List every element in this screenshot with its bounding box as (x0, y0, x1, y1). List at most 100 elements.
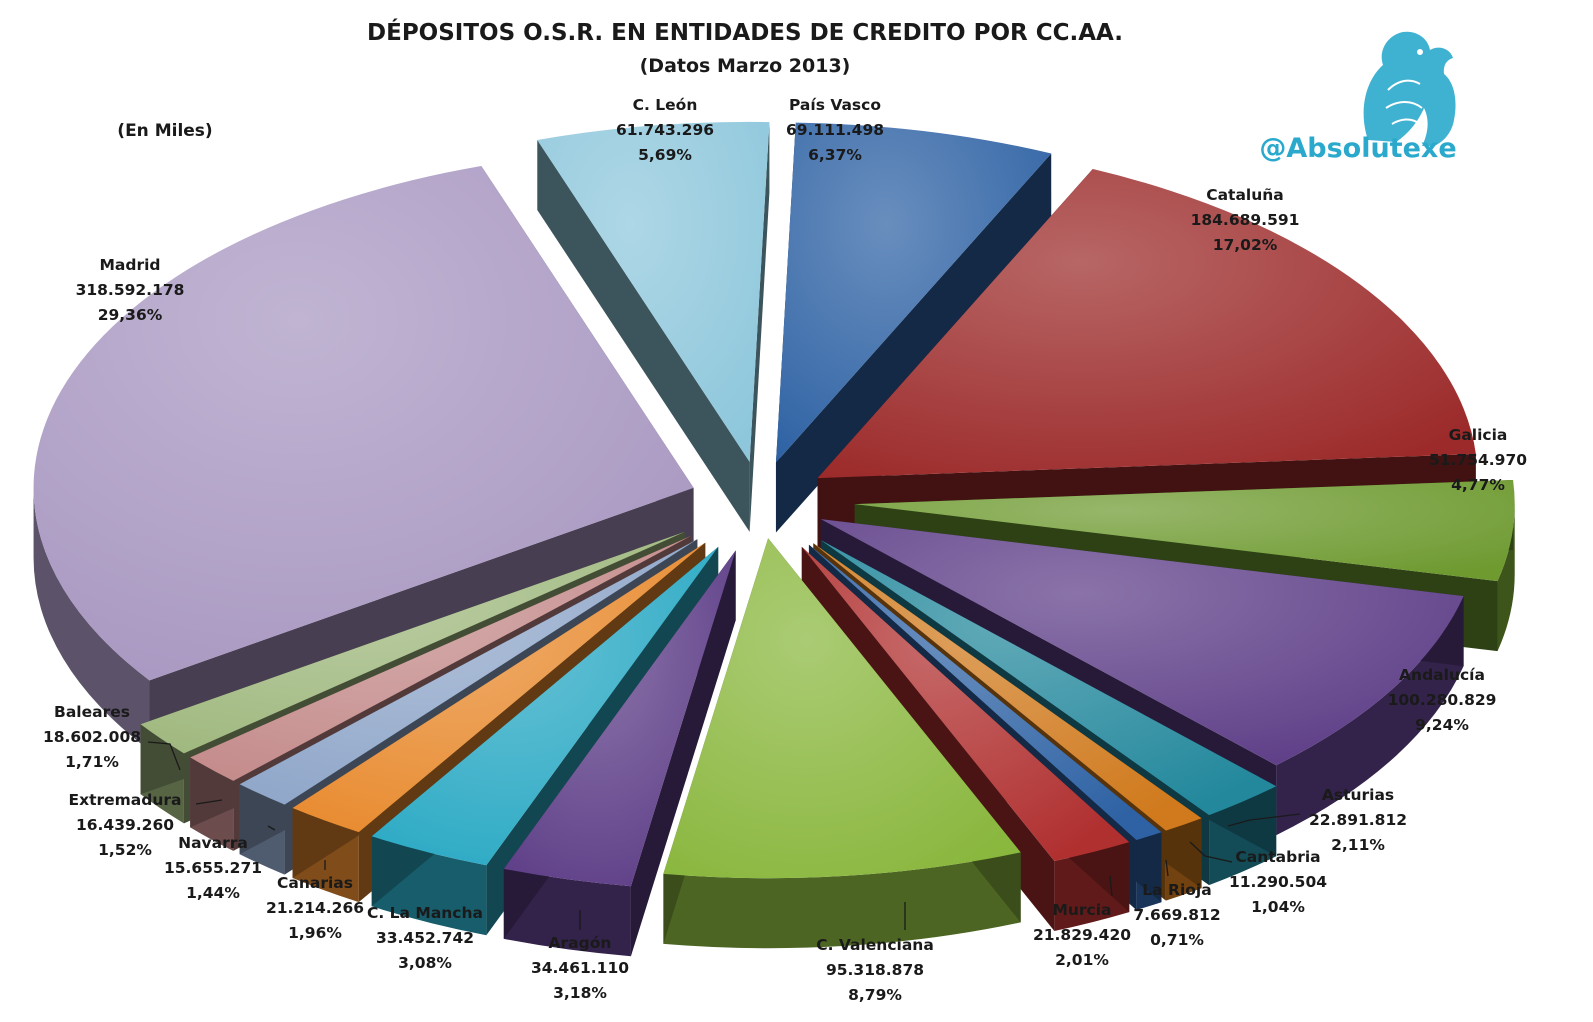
label-value: 318.592.178 (76, 281, 185, 299)
label-name: Extremadura (69, 791, 182, 809)
slice-c-leon (537, 121, 770, 532)
leader-extremadura (195, 799, 223, 805)
leader-murcia (1109, 875, 1113, 897)
slice-aragon (503, 550, 736, 957)
label-pct: 4,77% (1451, 476, 1505, 494)
label-name: Aragón (549, 934, 612, 952)
label-pct: 9,24% (1415, 716, 1469, 734)
label-asturias: Asturias 22.891.812 2,11% (1309, 786, 1407, 854)
slice-highlight (537, 121, 770, 462)
slice-side (663, 852, 1021, 949)
label-murcia: Murcia 21.829.420 2,01% (1033, 901, 1131, 969)
label-name: Murcia (1052, 901, 1111, 919)
label-name: C. La Mancha (367, 904, 483, 922)
leader-la-rioja (1165, 859, 1169, 877)
label-value: 184.689.591 (1191, 211, 1300, 229)
label-value: 21.214.266 (266, 899, 364, 917)
label-andalucia: Andalucía 100.280.829 9,24% (1388, 666, 1497, 734)
label-pct: 29,36% (98, 306, 163, 324)
label-pct: 6,37% (808, 146, 862, 164)
label-cataluna: Cataluña 184.689.591 17,02% (1191, 186, 1300, 254)
label-value: 15.655.271 (164, 859, 262, 877)
slice-cut-face (775, 153, 1052, 533)
label-value: 33.452.742 (376, 929, 474, 947)
label-name: Canarias (277, 874, 353, 892)
label-galicia: Galicia 51.754.970 4,77% (1429, 426, 1527, 494)
label-name: País Vasco (789, 96, 881, 114)
label-name: Madrid (99, 256, 160, 274)
slice-highlight (33, 165, 694, 681)
label-name: Baleares (54, 703, 130, 721)
label-pct: 8,79% (848, 986, 902, 1004)
label-pct: 3,08% (398, 954, 452, 972)
slice-highlight (292, 542, 706, 833)
label-canarias: Canarias 21.214.266 1,96% (266, 874, 364, 942)
label-value: 16.439.260 (76, 816, 174, 834)
label-pct: 1,96% (288, 924, 342, 942)
label-name: C. Valenciana (816, 936, 934, 954)
label-pais-vasco: País Vasco 69.111.498 6,37% (786, 96, 884, 164)
label-pct: 5,69% (638, 146, 692, 164)
slice-highlight (775, 122, 1052, 463)
leader-cantabria (1189, 841, 1233, 863)
label-name: La Rioja (1142, 881, 1211, 899)
label-cantabria: Cantabria 11.290.504 1,04% (1229, 848, 1327, 916)
label-name: Navarra (178, 834, 248, 852)
slice-highlight (663, 538, 1021, 879)
label-pct: 1,04% (1251, 898, 1305, 916)
label-value: 34.461.110 (531, 959, 629, 977)
label-name: Galicia (1449, 426, 1508, 444)
label-pct: 1,44% (186, 884, 240, 902)
label-value: 7.669.812 (1133, 906, 1220, 924)
label-value: 22.891.812 (1309, 811, 1407, 829)
slice-highlight (801, 546, 1130, 862)
label-baleares: Baleares 18.602.008 1,71% (43, 703, 141, 771)
label-pct: 1,52% (98, 841, 152, 859)
brand-handle: @Absolutexe (1259, 133, 1456, 164)
slice-highlight (820, 540, 1277, 816)
slice-cataluna (817, 169, 1476, 549)
label-la-rioja: La Rioja 7.669.812 0,71% (1133, 881, 1220, 949)
slice-cut-face (537, 140, 750, 532)
label-c-la-mancha: C. La Mancha 33.452.742 3,08% (367, 904, 483, 972)
label-name: Asturias (1322, 786, 1394, 804)
chart-title: DÉPOSITOS O.S.R. EN ENTIDADES DE CREDITO… (367, 18, 1123, 46)
slice-highlight (371, 546, 719, 866)
label-navarra: Navarra 15.655.271 1,44% (164, 834, 262, 902)
label-value: 51.754.970 (1429, 451, 1527, 469)
label-pct: 1,71% (65, 753, 119, 771)
label-name: C. León (633, 96, 698, 114)
slice-labels: País Vasco 69.111.498 6,37% Cataluña 184.689… (43, 96, 1527, 1004)
brand-logo: @Absolutexe (1259, 31, 1457, 164)
slice-highlight (813, 543, 1202, 831)
label-madrid: Madrid 318.592.178 29,36% (76, 256, 185, 324)
slice-highlight (503, 550, 736, 887)
label-name: Cataluña (1206, 186, 1284, 204)
slice-highlight (820, 519, 1464, 766)
slice-highlight (854, 479, 1515, 582)
label-value: 11.290.504 (1229, 873, 1327, 891)
label-c-leon: C. León 61.743.296 5,69% (616, 96, 714, 164)
chart-subtitle: (Datos Marzo 2013) (640, 55, 851, 77)
slice-highlight (239, 539, 698, 805)
slice-highlight (190, 535, 691, 781)
label-value: 69.111.498 (786, 121, 884, 139)
slice-side (1276, 596, 1464, 836)
slice-pais-vasco (775, 122, 1052, 533)
units-note: (En Miles) (117, 121, 212, 141)
leader-lines (147, 741, 1301, 930)
slice-cut-face (749, 122, 770, 532)
griffin-logo-icon (1363, 31, 1456, 147)
label-pct: 3,18% (553, 984, 607, 1002)
label-pct: 0,71% (1150, 931, 1204, 949)
label-extremadura: Extremadura 16.439.260 1,52% (69, 791, 182, 859)
label-pct: 2,01% (1055, 951, 1109, 969)
label-c-valenciana: C. Valenciana 95.318.878 8,79% (816, 936, 934, 1004)
label-aragon: Aragón 34.461.110 3,18% (531, 934, 629, 1002)
label-name: Cantabria (1235, 848, 1320, 866)
label-name: Andalucía (1399, 666, 1485, 684)
slice-madrid (33, 165, 694, 751)
label-value: 100.280.829 (1388, 691, 1497, 709)
label-pct: 2,11% (1331, 836, 1385, 854)
leader-asturias (1227, 813, 1301, 827)
